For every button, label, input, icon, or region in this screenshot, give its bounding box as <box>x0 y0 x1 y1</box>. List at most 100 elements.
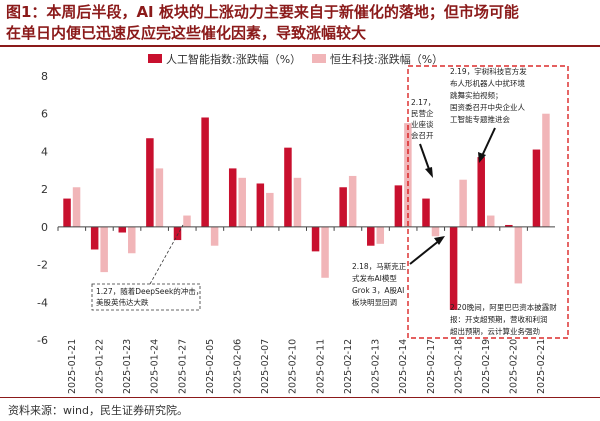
annotation-arrow-0219 <box>481 127 496 157</box>
y-tick-label: -6 <box>37 334 48 347</box>
annotation-text-0219-a: 2.19，宇树科技官方发 <box>450 66 527 76</box>
annotation-text-0218-b: 式发布AI模型 <box>352 273 397 283</box>
x-tick-label: 2025-01-23 <box>122 339 133 394</box>
x-tick-label: 2025-02-21 <box>536 339 547 394</box>
title-line-2: 在单日内便已迅速反应完这些催化因素，导致涨幅较大 <box>6 24 367 42</box>
x-tick-label: 2025-02-13 <box>371 339 382 394</box>
x-tick-label: 2025-02-10 <box>288 339 299 394</box>
annotation-arrowhead-0219 <box>478 152 486 163</box>
annotation-arrow-0217 <box>419 143 431 173</box>
bar-series2-2025-01-27 <box>183 215 191 227</box>
bar-series2-2025-02-11 <box>321 226 329 278</box>
footer-rule <box>0 397 600 398</box>
legend-label-series1: 人工智能指数:涨跌幅（%） <box>166 52 301 66</box>
y-tick-label: 0 <box>41 221 48 234</box>
y-tick-label: 6 <box>41 108 48 121</box>
bars <box>63 113 550 310</box>
legend-swatch-series1 <box>148 54 162 63</box>
annotation-text-0219-d: 国资委召开中央企业人 <box>450 102 525 112</box>
bar-series2-2025-02-06 <box>238 177 246 227</box>
annotation-box-0127 <box>91 283 201 311</box>
bar-series2-2025-02-10 <box>293 177 302 227</box>
annotation-text-0217-b: 民营企 <box>411 108 434 118</box>
x-axis: 2025-01-21 2025-01-22 2025-01-23 2025-01-24… <box>57 226 547 394</box>
bar-series1-2025-01-24 <box>146 138 154 227</box>
bar-series2-2025-01-21 <box>72 187 81 227</box>
bar-series1-2025-02-10 <box>284 147 292 227</box>
bar-series2-2025-02-21 <box>542 113 550 227</box>
annotation-0220: 2.20晚间，阿里巴巴资本披露财 报：开支超预期，营收和利润 超出预期，云计算业… <box>450 302 557 336</box>
bar-series1-2025-02-06 <box>228 168 237 227</box>
bar-series1-2025-02-18 <box>449 226 458 310</box>
bar-series1-2025-02-12 <box>339 187 347 227</box>
bar-series1-2025-02-19 <box>477 157 485 227</box>
annotation-text-0219-e: 工智能专题推进会 <box>450 114 510 124</box>
bar-series2-2025-01-24 <box>155 168 164 227</box>
annotation-text-0220-b: 报：开支超预期，营收和利润 <box>450 314 548 324</box>
annotation-arrow-0127 <box>149 224 184 285</box>
x-tick-label: 2025-02-11 <box>315 339 326 394</box>
y-tick-label: -4 <box>37 296 48 309</box>
annotation-0219: 2.19，宇树科技官方发 布人形机器人中扰环境 跳舞实拍视频； 国资委召开中央企… <box>450 66 527 163</box>
bar-series2-2025-02-05 <box>210 226 219 246</box>
annotation-text-0218-d: 板块明显回调 <box>352 297 397 307</box>
annotation-text-0217-d: 会召开 <box>411 130 434 140</box>
annotation-highlight-box <box>407 65 569 339</box>
bar-series1-2025-02-21 <box>532 149 541 227</box>
x-tick-label: 2025-02-12 <box>343 339 354 394</box>
y-axis: -6 -4 -2 0 2 4 6 8 <box>37 70 48 347</box>
bar-series1-2025-02-17 <box>422 198 430 227</box>
y-tick-label: 8 <box>41 70 48 83</box>
title-rule <box>0 45 600 47</box>
annotation-text-0219-b: 布人形机器人中扰环境 <box>450 78 525 88</box>
x-tick-label: 2025-02-19 <box>481 339 492 394</box>
annotation-0127: 1.27，随着DeepSeek的冲击， 美股英伟达大跌 <box>91 224 203 311</box>
annotation-text-0220-a: 2.20晚间，阿里巴巴资本披露财 <box>450 302 557 312</box>
x-tick-label: 2025-02-06 <box>232 339 243 394</box>
x-tick-label: 2025-01-24 <box>150 339 161 394</box>
annotation-text-0218-a: 2.18，马斯克正 <box>352 261 407 271</box>
annotation-text-0127-b: 美股英伟达大跌 <box>96 297 149 307</box>
bar-series1-2025-02-13 <box>367 226 375 246</box>
annotation-arrowhead-0218 <box>434 236 445 245</box>
x-tick-label: 2025-02-18 <box>453 339 464 394</box>
x-tick-label: 2025-01-21 <box>67 339 78 394</box>
y-tick-label: 4 <box>41 145 48 158</box>
x-tick-label: 2025-02-17 <box>426 339 437 394</box>
legend-label-series2: 恒生科技:涨跌幅（%） <box>330 52 443 66</box>
annotation-text-0219-c: 跳舞实拍视频； <box>450 90 503 100</box>
bar-series1-2025-02-20 <box>505 224 513 227</box>
chart-title: 图1：本周后半段，AI 板块的上涨动力主要来自于新催化的落地；但市场可能 在单日… <box>6 2 596 44</box>
bar-series1-2025-02-05 <box>201 117 209 227</box>
annotation-0217: 2.17， 民营企 业座谈 会召开 <box>411 98 435 178</box>
annotation-text-0217-a: 2.17， <box>411 98 435 107</box>
bar-series1-2025-01-22 <box>90 226 99 250</box>
annotation-text-0218-c: Grok 3，A股AI <box>352 286 404 295</box>
title-line-1: 图1：本周后半段，AI 板块的上涨动力主要来自于新催化的落地；但市场可能 <box>6 3 519 21</box>
bar-series1-2025-01-23 <box>118 226 127 233</box>
bar-series1-2025-02-14 <box>394 185 403 227</box>
bar-series1-2025-02-11 <box>311 226 320 252</box>
x-tick-label: 2025-02-14 <box>398 339 409 394</box>
bar-series2-2025-01-22 <box>100 226 108 273</box>
bar-series2-2025-02-12 <box>348 175 357 227</box>
bar-series1-2025-01-21 <box>63 198 71 227</box>
annotation-text-0127-a: 1.27，随着DeepSeek的冲击， <box>96 286 203 296</box>
bar-chart: 人工智能指数:涨跌幅（%） 恒生科技:涨跌幅（%） -6 -4 -2 0 2 4 6 8 20… <box>37 52 569 394</box>
annotation-0218: 2.18，马斯克正 式发布AI模型 Grok 3，A股AI 板块明显回调 <box>352 236 445 307</box>
bar-series2-2025-02-17 <box>431 226 440 237</box>
legend-swatch-series2 <box>312 54 326 63</box>
bar-series2-2025-02-18 <box>459 179 467 227</box>
x-tick-label: 2025-01-27 <box>177 339 188 394</box>
x-tick-label: 2025-02-20 <box>509 339 520 394</box>
annotation-text-0220-c: 超出预期，云计算业务强劲 <box>450 326 540 336</box>
bar-series2-2025-02-13 <box>376 226 385 244</box>
x-tick-label: 2025-02-07 <box>260 339 271 394</box>
annotation-arrow-0218 <box>409 239 441 265</box>
bar-series1-2025-01-27 <box>173 226 182 241</box>
x-tick-label: 2025-02-05 <box>205 339 216 394</box>
bar-series2-2025-02-20 <box>514 226 523 284</box>
y-tick-label: 2 <box>41 183 48 196</box>
source-note: 资料来源：wind，民生证券研究院。 <box>8 404 189 417</box>
x-tick-label: 2025-01-22 <box>94 339 105 394</box>
